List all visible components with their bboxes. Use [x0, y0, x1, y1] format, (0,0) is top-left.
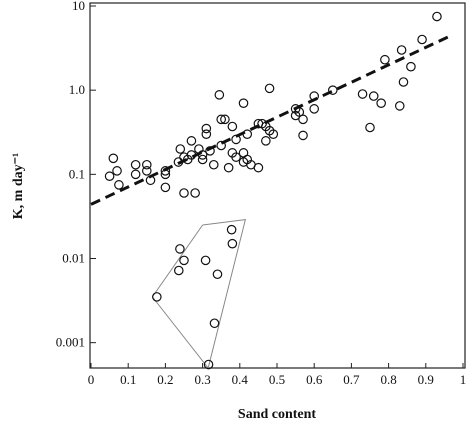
point: [376, 98, 386, 109]
point: [298, 114, 308, 125]
point: [214, 90, 225, 100]
point: [179, 255, 189, 266]
x-tick-label: 0.4: [232, 372, 249, 387]
point: [216, 114, 226, 125]
fit-line: [90, 33, 453, 206]
x-tick-label: 0.9: [418, 372, 434, 387]
point: [432, 11, 442, 22]
point: [238, 98, 249, 109]
point: [108, 153, 119, 164]
x-tick-label: 0.7: [343, 372, 360, 387]
point: [208, 159, 219, 170]
point: [142, 159, 152, 170]
point: [231, 134, 241, 145]
point: [201, 129, 212, 139]
x-tick-label: 0.1: [120, 372, 136, 387]
point: [130, 169, 141, 180]
point: [226, 224, 237, 235]
point: [173, 265, 184, 276]
x-tick-label: 0.2: [157, 372, 173, 387]
point: [294, 107, 305, 117]
point: [406, 61, 416, 72]
y-tick-label: 0.001: [56, 335, 85, 350]
point: [368, 91, 379, 101]
y-tick-label: 10: [72, 0, 85, 13]
point: [261, 136, 271, 146]
point: [200, 255, 211, 266]
point: [160, 169, 171, 180]
point: [145, 175, 156, 186]
point: [227, 121, 238, 132]
point: [398, 77, 409, 87]
y-tick-label: 0.01: [62, 250, 85, 265]
point: [380, 54, 390, 65]
point: [179, 188, 189, 198]
point: [201, 123, 212, 134]
point: [394, 101, 405, 111]
point: [175, 244, 185, 254]
x-tick-label: 0.6: [306, 372, 323, 387]
point: [309, 91, 319, 101]
y-tick-label: 1.0: [69, 82, 85, 97]
x-tick-label: 0: [88, 372, 95, 387]
point: [396, 45, 407, 55]
point: [197, 150, 208, 160]
point: [298, 130, 308, 141]
y-axis-label: K, m day⁻¹: [11, 153, 26, 219]
point: [160, 166, 171, 176]
point: [175, 144, 186, 154]
point: [173, 157, 184, 167]
point: [309, 104, 319, 114]
envelope-close: [151, 224, 204, 298]
point: [365, 122, 375, 133]
point: [130, 159, 141, 170]
x-axis-label: Sand content: [238, 407, 317, 422]
point: [209, 318, 220, 329]
point: [186, 150, 197, 160]
point: [231, 152, 241, 162]
point: [203, 359, 214, 370]
x-tick-label: 0.5: [269, 372, 285, 387]
envelope: [151, 218, 247, 370]
point: [220, 114, 230, 125]
point: [223, 162, 234, 173]
x-tick-label: 1: [460, 372, 467, 387]
point: [227, 238, 238, 249]
point: [417, 34, 427, 45]
point: [114, 180, 124, 190]
plot-frame: [89, 2, 466, 369]
point: [242, 129, 253, 139]
x-tick-label: 0.3: [194, 372, 210, 387]
point: [104, 171, 115, 182]
point: [197, 154, 208, 165]
y-tick-label: 0.1: [69, 166, 85, 181]
point: [112, 166, 122, 176]
x-tick-label: 0.8: [380, 372, 396, 387]
point: [205, 146, 215, 156]
point: [357, 89, 368, 99]
point: [253, 162, 264, 173]
point: [264, 83, 275, 94]
point: [216, 140, 226, 151]
point: [186, 136, 197, 146]
point: [268, 129, 279, 139]
point: [327, 85, 338, 95]
point: [212, 269, 223, 280]
point: [142, 166, 152, 176]
point: [160, 182, 171, 193]
point: [152, 292, 162, 302]
point: [190, 188, 200, 198]
